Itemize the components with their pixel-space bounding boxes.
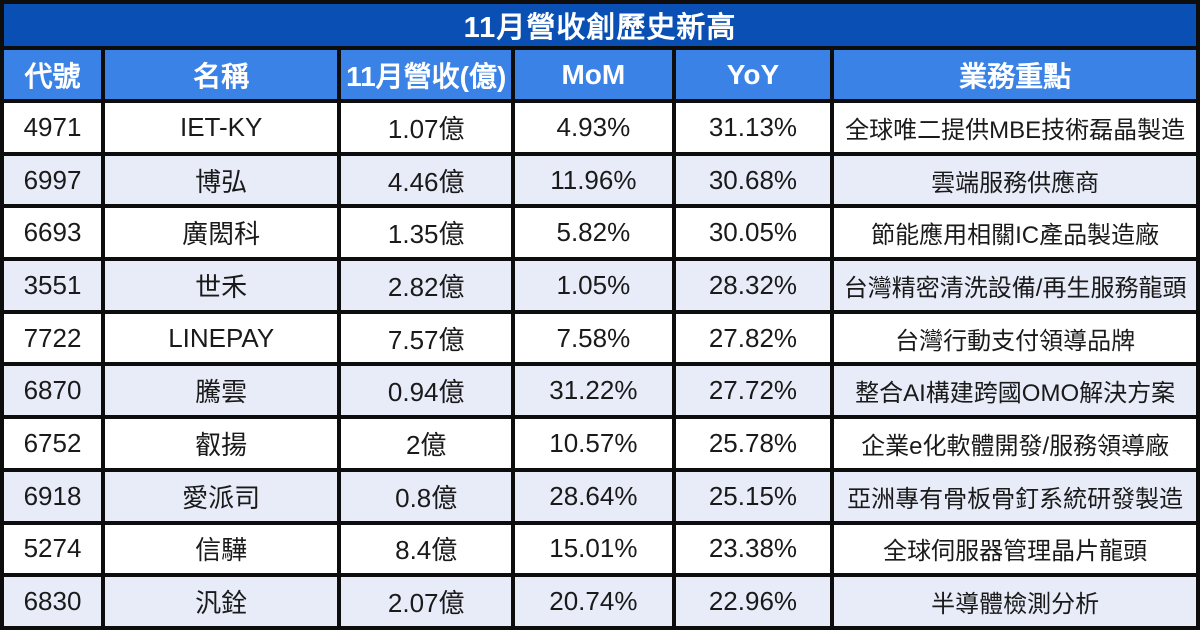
cell-mom-growth: 7.58% xyxy=(511,309,676,367)
cell-mom-growth: 31.22% xyxy=(511,362,676,420)
cell-business-focus: 台灣精密清洗設備/再生服務龍頭 xyxy=(830,257,1200,314)
table-row: 6997 博弘 4.46億 11.96% 30.68% 雲端服務供應商 xyxy=(0,151,1200,209)
cell-mom-growth: 4.93% xyxy=(511,99,676,156)
cell-business-focus: 節能應用相關IC產品製造廠 xyxy=(830,204,1200,262)
header-row: 代號 名稱 11月營收(億) MoM YoY 業務重點 xyxy=(0,46,1200,103)
cell-mom-growth: 15.01% xyxy=(511,520,676,578)
cell-business-focus: 台灣行動支付領導品牌 xyxy=(830,309,1200,367)
table-row: 6752 叡揚 2億 10.57% 25.78% 企業e化軟體開發/服務領導廠 xyxy=(0,415,1200,472)
cell-yoy-growth: 27.82% xyxy=(671,309,835,367)
cell-mom-growth: 10.57% xyxy=(511,415,676,472)
cell-stock-name: 信驊 xyxy=(100,520,342,578)
cell-stock-name: IET-KY xyxy=(100,99,342,156)
table-row: 5274 信驊 8.4億 15.01% 23.38% 全球伺服器管理晶片龍頭 xyxy=(0,520,1200,578)
cell-yoy-growth: 27.72% xyxy=(671,362,835,420)
cell-stock-code: 6693 xyxy=(0,204,105,262)
table-row: 6918 愛派司 0.8億 28.64% 25.15% 亞洲專有骨板骨釘系統研發… xyxy=(0,467,1200,525)
cell-stock-code: 3551 xyxy=(0,257,105,314)
cell-yoy-growth: 31.13% xyxy=(671,99,835,156)
cell-revenue: 1.07億 xyxy=(337,99,516,156)
cell-revenue: 2.82億 xyxy=(337,257,516,314)
cell-mom-growth: 1.05% xyxy=(511,257,676,314)
cell-stock-code: 6870 xyxy=(0,362,105,420)
table-row: 6870 騰雲 0.94億 31.22% 27.72% 整合AI構建跨國OMO解… xyxy=(0,362,1200,420)
column-header-focus: 業務重點 xyxy=(830,46,1200,103)
cell-revenue: 4.46億 xyxy=(337,151,516,209)
table-row: 6693 廣閎科 1.35億 5.82% 30.05% 節能應用相關IC產品製造… xyxy=(0,204,1200,262)
cell-stock-code: 4971 xyxy=(0,99,105,156)
cell-revenue: 2億 xyxy=(337,415,516,472)
table-row: 4971 IET-KY 1.07億 4.93% 31.13% 全球唯二提供MBE… xyxy=(0,99,1200,156)
cell-stock-name: 叡揚 xyxy=(100,415,342,472)
cell-stock-code: 6918 xyxy=(0,467,105,525)
cell-business-focus: 半導體檢測分析 xyxy=(830,573,1200,630)
column-header-mom: MoM xyxy=(511,46,676,103)
cell-stock-name: LINEPAY xyxy=(100,309,342,367)
cell-stock-code: 5274 xyxy=(0,520,105,578)
table-row: 3551 世禾 2.82億 1.05% 28.32% 台灣精密清洗設備/再生服務… xyxy=(0,257,1200,314)
cell-yoy-growth: 25.78% xyxy=(671,415,835,472)
cell-revenue: 7.57億 xyxy=(337,309,516,367)
cell-business-focus: 全球伺服器管理晶片龍頭 xyxy=(830,520,1200,578)
title-row: 11月營收創歷史新高 xyxy=(0,0,1200,50)
cell-stock-name: 汎銓 xyxy=(100,573,342,630)
cell-mom-growth: 20.74% xyxy=(511,573,676,630)
table-row: 7722 LINEPAY 7.57億 7.58% 27.82% 台灣行動支付領導… xyxy=(0,309,1200,367)
cell-yoy-growth: 30.05% xyxy=(671,204,835,262)
cell-stock-name: 愛派司 xyxy=(100,467,342,525)
column-header-revenue: 11月營收(億) xyxy=(337,46,516,103)
cell-mom-growth: 11.96% xyxy=(511,151,676,209)
cell-yoy-growth: 30.68% xyxy=(671,151,835,209)
cell-stock-code: 6830 xyxy=(0,573,105,630)
cell-revenue: 0.94億 xyxy=(337,362,516,420)
cell-yoy-growth: 23.38% xyxy=(671,520,835,578)
cell-revenue: 8.4億 xyxy=(337,520,516,578)
cell-business-focus: 亞洲專有骨板骨釘系統研發製造 xyxy=(830,467,1200,525)
cell-revenue: 0.8億 xyxy=(337,467,516,525)
cell-business-focus: 整合AI構建跨國OMO解決方案 xyxy=(830,362,1200,420)
cell-yoy-growth: 28.32% xyxy=(671,257,835,314)
table-row: 6830 汎銓 2.07億 20.74% 22.96% 半導體檢測分析 xyxy=(0,573,1200,630)
cell-stock-name: 騰雲 xyxy=(100,362,342,420)
cell-stock-name: 廣閎科 xyxy=(100,204,342,262)
cell-yoy-growth: 25.15% xyxy=(671,467,835,525)
page-title: 11月營收創歷史新高 xyxy=(0,0,1200,50)
column-header-code: 代號 xyxy=(0,46,105,103)
cell-stock-name: 博弘 xyxy=(100,151,342,209)
cell-stock-name: 世禾 xyxy=(100,257,342,314)
cell-mom-growth: 5.82% xyxy=(511,204,676,262)
cell-stock-code: 6997 xyxy=(0,151,105,209)
cell-stock-code: 7722 xyxy=(0,309,105,367)
column-header-name: 名稱 xyxy=(100,46,342,103)
cell-business-focus: 企業e化軟體開發/服務領導廠 xyxy=(830,415,1200,472)
cell-mom-growth: 28.64% xyxy=(511,467,676,525)
cell-business-focus: 全球唯二提供MBE技術磊晶製造 xyxy=(830,99,1200,156)
cell-revenue: 2.07億 xyxy=(337,573,516,630)
cell-yoy-growth: 22.96% xyxy=(671,573,835,630)
cell-business-focus: 雲端服務供應商 xyxy=(830,151,1200,209)
cell-stock-code: 6752 xyxy=(0,415,105,472)
column-header-yoy: YoY xyxy=(671,46,835,103)
cell-revenue: 1.35億 xyxy=(337,204,516,262)
